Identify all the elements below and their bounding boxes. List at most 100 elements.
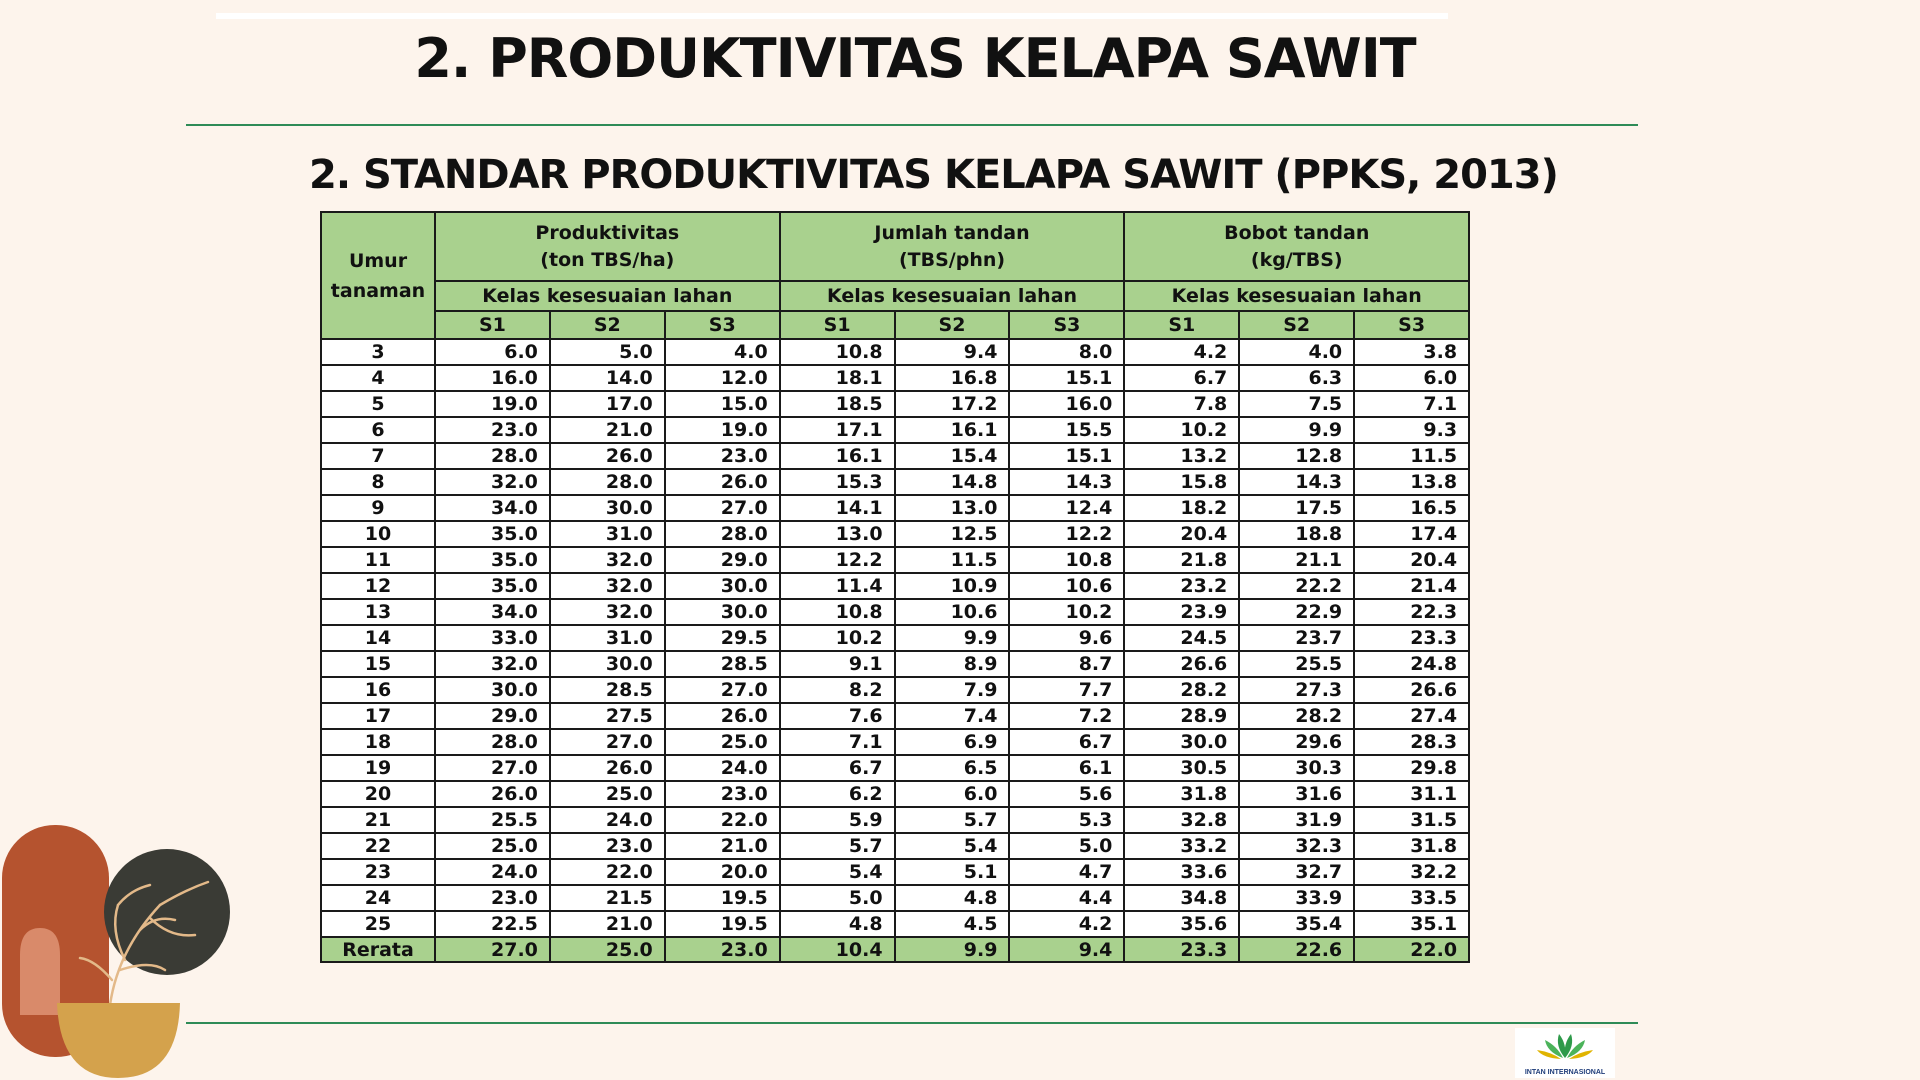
- age-cell: 19: [320, 754, 436, 782]
- value-cell: 13.0: [893, 494, 1011, 522]
- table-row: 19 27.0 26.0 24.0 6.7 6.5 6.1 30.5 30.3 29.8: [320, 754, 1471, 782]
- class-label-header: Kelas kesesuaian lahan: [434, 280, 781, 312]
- age-column-header: Umur tanaman: [320, 211, 436, 340]
- average-cell: 23.0: [663, 936, 781, 963]
- age-cell: 7: [320, 442, 436, 470]
- class-header-s2: S2: [1238, 310, 1356, 340]
- value-cell: 30.0: [548, 650, 666, 678]
- value-cell: 15.0: [663, 390, 781, 418]
- value-cell: 9.1: [778, 650, 896, 678]
- value-cell: 7.9: [893, 676, 1011, 704]
- value-cell: 28.0: [663, 520, 781, 548]
- value-cell: 28.2: [1123, 676, 1241, 704]
- value-cell: 5.7: [893, 806, 1011, 834]
- value-cell: 33.5: [1353, 884, 1471, 912]
- value-cell: 34.0: [434, 494, 551, 522]
- age-cell: 23: [320, 858, 436, 886]
- value-cell: 5.4: [893, 832, 1011, 860]
- value-cell: 35.0: [434, 572, 551, 600]
- value-cell: 9.3: [1353, 416, 1471, 444]
- class-header-s1: S1: [1123, 310, 1241, 340]
- class-header-s3: S3: [663, 310, 781, 340]
- value-cell: 7.1: [778, 728, 896, 756]
- value-cell: 16.1: [778, 442, 896, 470]
- table-header-row-class-label: Kelas kesesuaian lahan Kelas kesesuaian …: [321, 280, 1471, 312]
- value-cell: 29.8: [1353, 754, 1471, 782]
- value-cell: 27.0: [548, 728, 666, 756]
- value-cell: 33.9: [1238, 884, 1356, 912]
- value-cell: 14.8: [893, 468, 1011, 496]
- age-cell: 21: [320, 806, 436, 834]
- age-cell: 11: [320, 546, 436, 574]
- age-cell: 9: [320, 494, 436, 522]
- value-cell: 23.0: [663, 780, 781, 808]
- table-row: 7 28.0 26.0 23.0 16.1 15.4 15.1 13.2 12.8 11.5: [320, 442, 1471, 470]
- value-cell: 30.3: [1238, 754, 1356, 782]
- value-cell: 10.2: [1123, 416, 1241, 444]
- productivity-table: Umur tanaman Produktivitas (ton TBS/ha) Ju…: [320, 211, 1471, 963]
- plant-leaves-icon: [78, 880, 210, 1007]
- value-cell: 30.0: [1123, 728, 1241, 756]
- value-cell: 7.6: [778, 702, 896, 730]
- value-cell: 32.2: [1353, 858, 1471, 886]
- value-cell: 31.1: [1353, 780, 1471, 808]
- value-cell: 8.9: [893, 650, 1011, 678]
- value-cell: 30.0: [663, 598, 781, 626]
- arch-window-shape: [20, 928, 60, 1015]
- value-cell: 28.5: [663, 650, 781, 678]
- table-row: 16 30.0 28.5 27.0 8.2 7.9 7.7 28.2 27.3 26.6: [320, 676, 1471, 704]
- value-cell: 10.6: [1008, 572, 1126, 600]
- group-header-line2: (TBS/phn): [898, 248, 1006, 271]
- class-header-s1: S1: [434, 310, 551, 340]
- value-cell: 33.2: [1123, 832, 1241, 860]
- value-cell: 19.0: [434, 390, 551, 418]
- age-cell: 6: [320, 416, 436, 444]
- value-cell: 35.1: [1353, 910, 1471, 938]
- value-cell: 10.2: [778, 624, 896, 652]
- value-cell: 10.6: [893, 598, 1011, 626]
- average-cell: 9.4: [1008, 936, 1126, 963]
- value-cell: 26.6: [1123, 650, 1241, 678]
- value-cell: 3.8: [1353, 338, 1471, 366]
- value-cell: 23.2: [1123, 572, 1241, 600]
- table-row: 20 26.0 25.0 23.0 6.2 6.0 5.6 31.8 31.6 31.1: [320, 780, 1471, 808]
- table-header-row-classes: S1 S2 S3 S1 S2 S3 S1 S2 S3: [321, 310, 1471, 340]
- value-cell: 24.5: [1123, 624, 1241, 652]
- class-header-s2: S2: [893, 310, 1011, 340]
- value-cell: 4.2: [1123, 338, 1241, 366]
- group-header-line1: Bobot tandan: [1224, 221, 1370, 244]
- value-cell: 11.5: [893, 546, 1011, 574]
- value-cell: 22.5: [434, 910, 551, 938]
- value-cell: 33.6: [1123, 858, 1241, 886]
- value-cell: 31.0: [548, 520, 666, 548]
- value-cell: 23.0: [548, 832, 666, 860]
- value-cell: 28.5: [548, 676, 666, 704]
- value-cell: 8.7: [1008, 650, 1126, 678]
- value-cell: 10.8: [778, 338, 896, 366]
- value-cell: 14.3: [1238, 468, 1356, 496]
- value-cell: 16.5: [1353, 494, 1471, 522]
- age-cell: 24: [320, 884, 436, 912]
- class-header-s2: S2: [548, 310, 666, 340]
- table-header-row-groups: Umur tanaman Produktivitas (ton TBS/ha) Ju…: [320, 211, 1471, 340]
- value-cell: 26.6: [1353, 676, 1471, 704]
- value-cell: 7.1: [1353, 390, 1471, 418]
- value-cell: 15.3: [778, 468, 896, 496]
- value-cell: 30.0: [434, 676, 551, 704]
- value-cell: 26.0: [663, 468, 781, 496]
- value-cell: 27.0: [663, 494, 781, 522]
- value-cell: 14.1: [778, 494, 896, 522]
- class-label-header: Kelas kesesuaian lahan: [778, 280, 1126, 312]
- value-cell: 11.4: [778, 572, 896, 600]
- age-cell: 20: [320, 780, 436, 808]
- footer-divider: [186, 1022, 1638, 1024]
- table-row: 15 32.0 30.0 28.5 9.1 8.9 8.7 26.6 25.5 24.8: [320, 650, 1471, 678]
- value-cell: 15.4: [893, 442, 1011, 470]
- value-cell: 23.7: [1238, 624, 1356, 652]
- value-cell: 18.8: [1238, 520, 1356, 548]
- value-cell: 6.7: [1008, 728, 1126, 756]
- value-cell: 28.9: [1123, 702, 1241, 730]
- value-cell: 5.1: [893, 858, 1011, 886]
- value-cell: 22.9: [1238, 598, 1356, 626]
- plant-pot-decoration: [2, 825, 230, 1078]
